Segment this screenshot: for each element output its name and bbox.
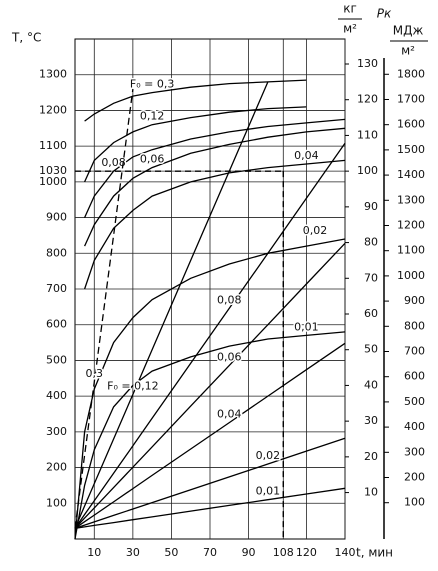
y3-tick-label: 400: [404, 420, 425, 433]
series-label: 0,12: [140, 110, 165, 123]
series-line: [84, 118, 346, 218]
series-label: 0,06: [140, 153, 165, 166]
series-label: 0,06: [217, 350, 242, 363]
series-label: 0,01: [294, 320, 319, 333]
y3-tick-label: 300: [404, 445, 425, 458]
y2-tick-label: 110: [357, 128, 378, 141]
series-line: [74, 437, 346, 529]
y-tick-label: 200: [46, 461, 67, 474]
series-label: 0,08: [101, 156, 126, 169]
x-tick-label: 70: [203, 546, 217, 559]
y2-label-den: м²: [343, 22, 357, 36]
series-label: F₀ = 0,3: [130, 78, 174, 91]
series-label: 0,3: [86, 367, 104, 380]
y3-label-symbol: Pк: [377, 7, 392, 21]
y-tick-label: 800: [46, 246, 67, 259]
y2-tick-label: 80: [364, 236, 378, 249]
series-line: [74, 242, 346, 529]
y2-tick-label: 120: [357, 93, 378, 106]
y-tick-label: 1100: [39, 139, 67, 152]
y3-label-den: м²: [401, 44, 415, 58]
series-label: 0,02: [256, 449, 281, 462]
y-tick-label: 1300: [39, 68, 67, 81]
y3-tick-label: 900: [404, 294, 425, 307]
series-line: [74, 342, 346, 529]
y3-tick-label: 1600: [397, 118, 425, 131]
y3-tick-label: 1300: [397, 193, 425, 206]
series-label: 0,02: [303, 224, 328, 237]
y2-tick-label: 70: [364, 271, 378, 284]
y-axis-label: T, °C: [11, 31, 41, 45]
x-tick-label: 108: [273, 546, 294, 559]
y2-tick-label: 60: [364, 307, 378, 320]
y3-tick-label: 1000: [397, 269, 425, 282]
series-line: [83, 159, 346, 290]
y-tick-label: 900: [46, 211, 67, 224]
y3-tick-label: 1700: [397, 92, 425, 105]
y-tick-label: 1000: [39, 175, 67, 188]
y2-tick-label: 10: [364, 486, 378, 499]
y-tick-label: 300: [46, 425, 67, 438]
series-label: 0,04: [217, 408, 242, 421]
y3-tick-label: 1100: [397, 244, 425, 257]
x-tick-label: 50: [164, 546, 178, 559]
y-tick-label: 1200: [39, 103, 67, 116]
series-line: [74, 81, 269, 529]
x-tick-label: 30: [126, 546, 140, 559]
y-tick-label: 1030: [39, 164, 67, 177]
series-line: [84, 79, 307, 122]
y2-tick-label: 100: [357, 164, 378, 177]
series-label: 0,08: [217, 293, 242, 306]
series-line: [74, 88, 134, 529]
x-axis-label: t, мин: [356, 546, 393, 560]
series-line: [84, 106, 307, 183]
y3-tick-label: 1800: [397, 67, 425, 80]
y-tick-label: 100: [46, 496, 67, 509]
series-line: [74, 487, 346, 529]
y2-tick-label: 50: [364, 343, 378, 356]
y3-tick-label: 1500: [397, 143, 425, 156]
x-tick-label: 90: [242, 546, 256, 559]
y3-tick-label: 1200: [397, 218, 425, 231]
x-tick-label: 140: [335, 546, 356, 559]
series-label: 0,04: [294, 149, 319, 162]
x-tick-label: 10: [87, 546, 101, 559]
y-tick-label: 500: [46, 353, 67, 366]
y2-tick-label: 20: [364, 450, 378, 463]
y3-tick-label: 500: [404, 395, 425, 408]
y3-label-num: МДж: [393, 24, 424, 38]
y2-tick-label: 30: [364, 414, 378, 427]
y3-tick-label: 1400: [397, 168, 425, 181]
series-line: [84, 127, 346, 247]
y3-tick-label: 800: [404, 319, 425, 332]
y-tick-label: 700: [46, 282, 67, 295]
series-label: 0,01: [256, 485, 281, 498]
series-line: [74, 142, 346, 529]
y3-tick-label: 200: [404, 471, 425, 484]
y-tick-label: 600: [46, 318, 67, 331]
y2-tick-label: 40: [364, 378, 378, 391]
y-tick-label: 400: [46, 389, 67, 402]
y3-tick-label: 600: [404, 370, 425, 383]
y2-tick-label: 90: [364, 200, 378, 213]
y3-tick-label: 100: [404, 496, 425, 509]
y2-label-num: кг: [343, 2, 357, 16]
x-tick-label: 120: [296, 546, 317, 559]
series-line: [74, 331, 346, 540]
series-label: F₀ = 0,12: [107, 379, 158, 392]
y3-tick-label: 700: [404, 345, 425, 358]
y2-tick-label: 130: [357, 57, 378, 70]
